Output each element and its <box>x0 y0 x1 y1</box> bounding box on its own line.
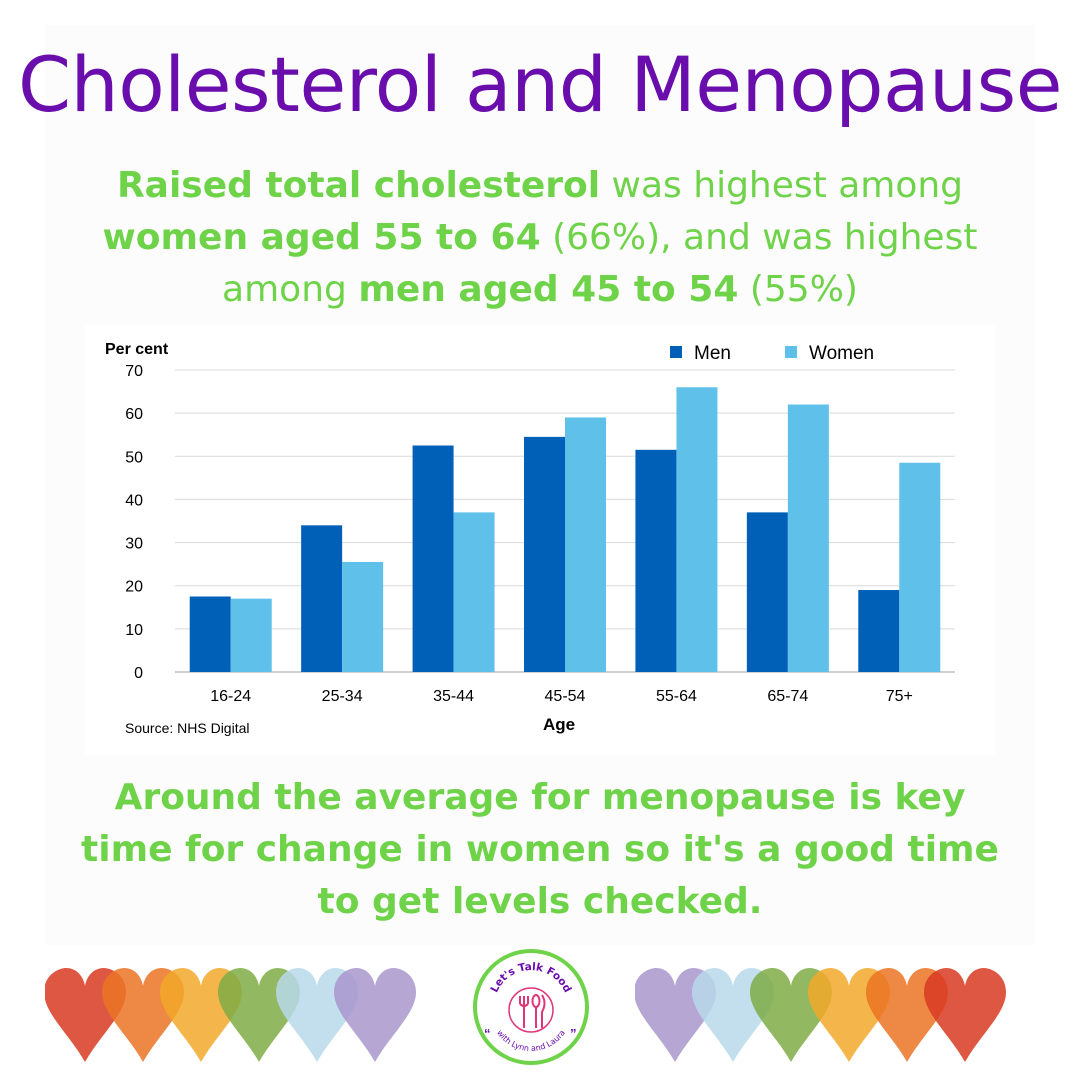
bar-women-45-54 <box>565 417 606 672</box>
subtitle: Raised total cholesterol was highest amo… <box>40 160 1040 316</box>
subtitle-bold-1: Raised total cholesterol <box>116 165 601 206</box>
bar-men-16-24 <box>189 596 231 672</box>
bottom-message: Around the average for menopause is key … <box>81 777 999 922</box>
legend-label-men: Men <box>694 343 731 364</box>
x-axis-ticks: 16-24 25-34 35-44 45-54 55-64 65-74 75+ <box>210 688 913 705</box>
x-tick-label: 16-24 <box>210 688 251 705</box>
x-tick-label: 45-54 <box>545 688 586 705</box>
y-tick-label: 10 <box>125 622 143 639</box>
y-axis-label: Per cent <box>105 341 169 358</box>
chart-bars <box>189 387 941 672</box>
bar-men-25-34 <box>301 525 343 672</box>
bar-women-55-64 <box>676 387 718 672</box>
bar-men-65-74 <box>746 512 788 672</box>
legend-swatch-men <box>670 346 682 358</box>
bar-men-45-54 <box>524 436 565 672</box>
logo-ring <box>473 949 589 1065</box>
chart-source: Source: NHS Digital <box>125 720 250 736</box>
subtitle-text-6: (55%) <box>738 269 858 310</box>
plate-icon <box>508 987 554 1033</box>
bar-women-65-74 <box>787 404 829 672</box>
legend-label-women: Women <box>809 343 874 364</box>
x-tick-label: 65-74 <box>767 688 808 705</box>
x-tick-label: 35-44 <box>433 688 474 705</box>
hearts-decoration-left <box>45 968 416 1062</box>
y-tick-label: 60 <box>125 406 143 423</box>
bar-men-55-64 <box>635 449 677 672</box>
open-quote-icon: “ <box>484 1026 491 1041</box>
subtitle-bold-5: men aged 45 to 54 <box>358 269 739 310</box>
y-axis-ticks: 0 10 20 30 40 50 60 70 <box>125 363 143 682</box>
chart-legend: Men Women <box>670 343 874 364</box>
x-tick-label: 25-34 <box>322 688 363 705</box>
cutlery-icon <box>519 994 546 1028</box>
legend-swatch-women <box>785 346 797 358</box>
subtitle-text-4: (66%), and was highest among <box>222 217 978 310</box>
x-tick-label: 55-64 <box>656 688 697 705</box>
bar-men-75+ <box>858 590 900 672</box>
subtitle-bold-3: women aged 55 to 64 <box>102 217 541 258</box>
close-quote-icon: ” <box>570 1026 577 1041</box>
lets-talk-food-logo: Let's Talk Food with Lynn and Laura “ ” <box>473 949 589 1065</box>
heart-icon <box>334 968 416 1062</box>
bar-women-35-44 <box>453 512 495 672</box>
bar-chart: 0 10 20 30 40 50 60 70 16-24 25-34 35-44 45-54 55-6… <box>85 325 995 755</box>
hearts-decoration-right <box>635 968 1006 1062</box>
y-tick-label: 0 <box>134 665 143 682</box>
y-tick-label: 40 <box>125 492 143 509</box>
bar-men-35-44 <box>412 445 454 672</box>
y-tick-label: 70 <box>125 363 143 380</box>
y-tick-label: 30 <box>125 536 143 553</box>
bar-women-16-24 <box>230 598 272 672</box>
bar-women-75+ <box>899 462 941 672</box>
y-tick-label: 50 <box>125 449 143 466</box>
page-title: Cholesterol and Menopause <box>17 40 1063 129</box>
x-tick-label: 75+ <box>886 688 913 705</box>
subtitle-text-2: was highest among <box>600 165 964 206</box>
bar-chart-svg: 0 10 20 30 40 50 60 70 16-24 25-34 35-44 45-54 55-6… <box>105 341 955 736</box>
bar-women-25-34 <box>342 561 384 672</box>
heart-icon <box>924 968 1006 1062</box>
y-tick-label: 20 <box>125 579 143 596</box>
x-axis-label: Age <box>543 715 575 734</box>
